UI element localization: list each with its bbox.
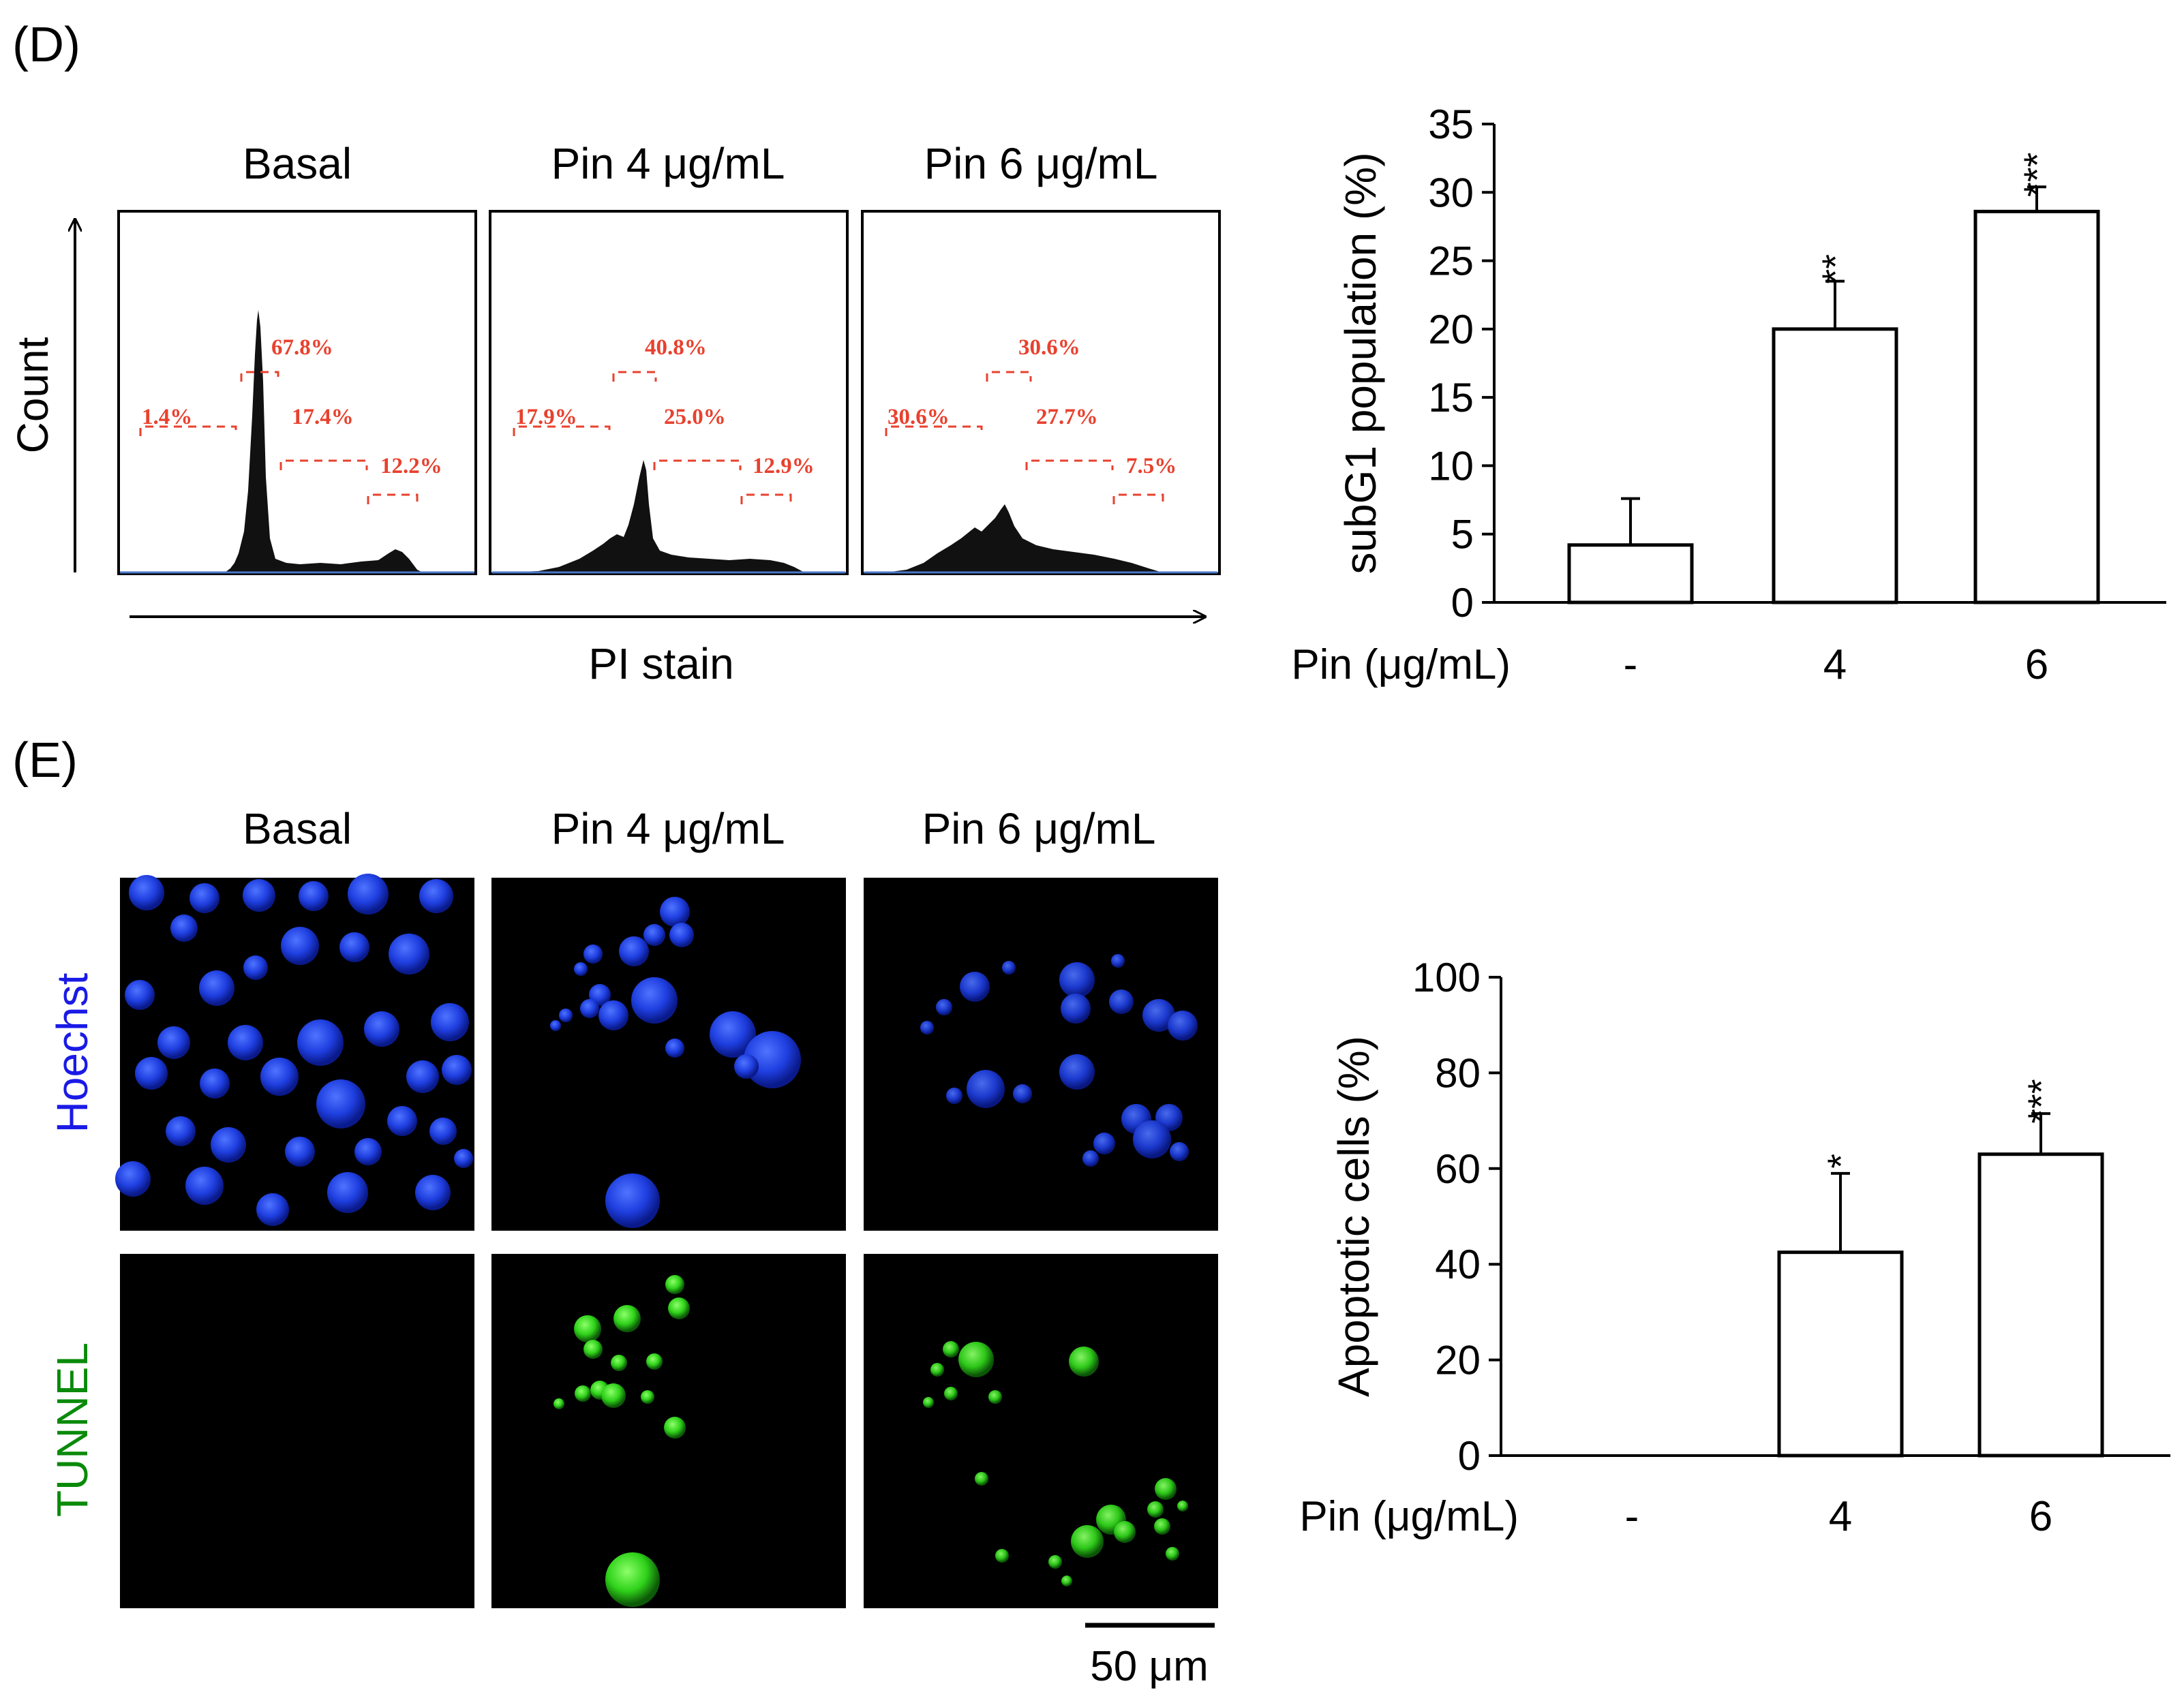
subg1-y-tick-label: 25 <box>1428 239 1474 284</box>
panel-e-label: (E) <box>12 733 78 788</box>
gate-pct-pin4-g1: 40.8% <box>645 335 707 360</box>
subg1-y-tick-label: 35 <box>1428 102 1474 147</box>
subg1-x-axis-title: Pin (μg/mL) <box>1291 641 1511 688</box>
subg1-bar-chart: subG1 population (%) 0 5 10 15 20 25 30 35 - ** 4 **… <box>1291 102 2166 688</box>
row-label-hoechst: Hoechst <box>48 972 97 1133</box>
gates-pin4 <box>513 371 792 504</box>
apoptotic-y-tick-label: 20 <box>1435 1338 1481 1383</box>
apoptotic-significance-2: *** <box>2020 1079 2063 1123</box>
gate-pct-pin6-g1: 30.6% <box>1018 335 1080 360</box>
subg1-bar-1 <box>1772 327 1898 604</box>
subg1-y-tick-label: 5 <box>1451 512 1474 557</box>
histogram-title-pin6: Pin 6 μg/mL <box>924 139 1158 188</box>
histogram-title-pin4: Pin 4 μg/mL <box>551 139 785 188</box>
apoptotic-bar-2 <box>1977 1152 2104 1458</box>
apoptotic-y-tick-label: 60 <box>1435 1146 1481 1192</box>
gates-pin6 <box>885 371 1164 504</box>
apoptotic-y-tick-label: 100 <box>1412 955 1481 1000</box>
subg1-y-tick-label: 15 <box>1428 375 1474 420</box>
hoechst-image-basal <box>115 874 474 1231</box>
image-title-basal: Basal <box>243 804 352 853</box>
gates-basal <box>139 371 419 504</box>
image-title-pin4: Pin 4 μg/mL <box>551 804 785 853</box>
panel-d-label: (D) <box>12 18 80 72</box>
apoptotic-y-tick-label: 80 <box>1435 1050 1481 1096</box>
subg1-bar-0 <box>1567 543 1694 604</box>
apoptotic-bar-chart: Apoptotic cells (%) 0 20 40 60 80 100 - * 4 *** 6 Pi… <box>1299 955 2170 1540</box>
subg1-category-label-1: 4 <box>1823 641 1847 688</box>
gate-pct-basal-s: 17.4% <box>292 405 354 429</box>
gate-pct-pin4-g2m: 12.9% <box>753 454 815 478</box>
hoechst-image-pin4 <box>491 878 846 1231</box>
gate-pct-basal-subg1: 1.4% <box>142 405 192 429</box>
gate-pct-basal-g1: 67.8% <box>271 335 333 360</box>
scale-bar-label: 50 μm <box>1090 1643 1209 1690</box>
histogram-trace-pin4 <box>504 460 804 572</box>
count-axis-label: Count <box>8 337 57 453</box>
gate-pct-basal-g2m: 12.2% <box>380 454 442 478</box>
subg1-y-axis-title: subG1 population (%) <box>1336 152 1385 574</box>
tunnel-image-basal <box>120 1254 474 1608</box>
histogram-title-basal: Basal <box>243 139 352 188</box>
tunnel-image-pin4 <box>491 1254 846 1608</box>
gate-pct-pin6-s: 27.7% <box>1036 405 1098 429</box>
apoptotic-y-tick-label: 0 <box>1458 1433 1481 1479</box>
image-title-pin6: Pin 6 μg/mL <box>922 804 1156 853</box>
subg1-y-tick-label: 20 <box>1428 307 1474 352</box>
apoptotic-category-label-0: - <box>1625 1493 1639 1540</box>
gate-pct-pin6-subg1: 30.6% <box>888 405 950 429</box>
apoptotic-category-label-1: 4 <box>1829 1493 1852 1540</box>
subg1-significance-2: *** <box>2016 153 2059 197</box>
subg1-y-tick-label: 10 <box>1428 443 1474 489</box>
gate-pct-pin4-s: 25.0% <box>664 405 726 429</box>
hoechst-image-pin6 <box>864 878 1218 1231</box>
apoptotic-category-label-2: 6 <box>2029 1493 2052 1540</box>
histogram-frame-pin6 <box>861 210 1221 575</box>
apoptotic-bar-1 <box>1777 1250 1904 1458</box>
apoptotic-x-axis-title: Pin (μg/mL) <box>1299 1493 1519 1540</box>
histogram-frame-pin4 <box>489 210 849 575</box>
subg1-category-label-2: 6 <box>2025 641 2048 688</box>
subg1-y-tick-label: 30 <box>1428 170 1474 215</box>
pi-stain-axis-label: PI stain <box>588 639 733 688</box>
histogram-frame-basal <box>117 210 477 575</box>
row-label-tunnel: TUNNEL <box>48 1342 97 1517</box>
subg1-category-label-0: - <box>1624 641 1638 688</box>
histogram-trace-pin6 <box>886 504 1162 572</box>
apoptotic-y-tick-label: 40 <box>1435 1242 1481 1287</box>
tunnel-image-pin6 <box>864 1254 1218 1608</box>
subg1-bar-2 <box>1973 209 2100 604</box>
apoptotic-y-axis-title: Apoptotic cells (%) <box>1329 1036 1378 1397</box>
subg1-y-tick-label: 0 <box>1451 580 1474 626</box>
gate-pct-pin4-subg1: 17.9% <box>515 405 577 429</box>
subg1-significance-1: ** <box>1814 254 1857 284</box>
gate-pct-pin6-g2m: 7.5% <box>1126 454 1177 478</box>
apoptotic-significance-1: * <box>1819 1154 1862 1169</box>
